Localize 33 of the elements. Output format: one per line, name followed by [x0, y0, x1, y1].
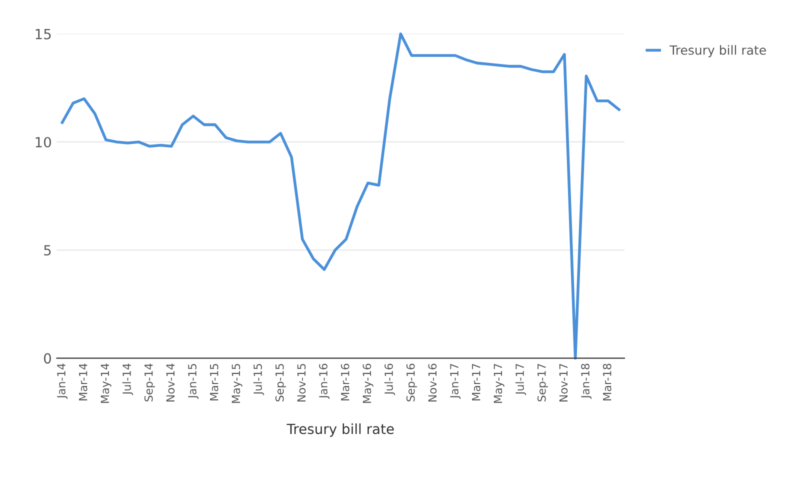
y-tick-label: 10 [36, 136, 51, 148]
x-tick-label: May-17 [494, 364, 504, 403]
x-tick-label: Sep-14 [144, 364, 155, 402]
x-tick-label: Jan-14 [57, 364, 68, 399]
x-tick-label: Mar-14 [79, 364, 88, 400]
x-tick-label: Nov-17 [559, 364, 568, 402]
x-tick-label: Nov-15 [297, 364, 306, 402]
x-tick-label: Jul-16 [384, 364, 396, 396]
x-tick-label: Jul-14 [122, 364, 134, 396]
x-tick-label: Jan-18 [581, 364, 592, 399]
x-tick-label: Sep-17 [537, 364, 548, 402]
x-tick-label: Sep-16 [406, 364, 417, 402]
y-tick-label: 5 [44, 245, 51, 256]
x-tick-label: Jan-15 [188, 364, 199, 399]
x-tick-label: Nov-14 [166, 364, 175, 402]
x-axis-title: Tresury bill rate [286, 423, 394, 437]
x-tick-label: Mar-18 [602, 364, 612, 400]
x-tick-label: Jul-17 [515, 364, 526, 396]
x-tick-label: May-14 [100, 364, 112, 403]
x-tick-label: Jul-15 [253, 364, 264, 396]
y-tick-label: 0 [44, 353, 51, 364]
legend-label: Tresury bill rate [670, 45, 766, 58]
x-tick-label: May-16 [362, 364, 374, 403]
x-tick-label: Jan-17 [450, 364, 461, 399]
line-series [60, 32, 620, 360]
x-tick-label: Nov-16 [428, 364, 437, 402]
x-tick-label: Jan-16 [319, 364, 330, 399]
x-tick-label: May-15 [232, 364, 242, 403]
y-tick-label: 15 [36, 29, 51, 40]
x-tick-label: Mar-17 [472, 364, 480, 400]
x-tick-label: Mar-16 [340, 364, 350, 400]
x-tick-label: Mar-15 [210, 364, 218, 400]
x-tick-label: Sep-15 [275, 364, 286, 402]
